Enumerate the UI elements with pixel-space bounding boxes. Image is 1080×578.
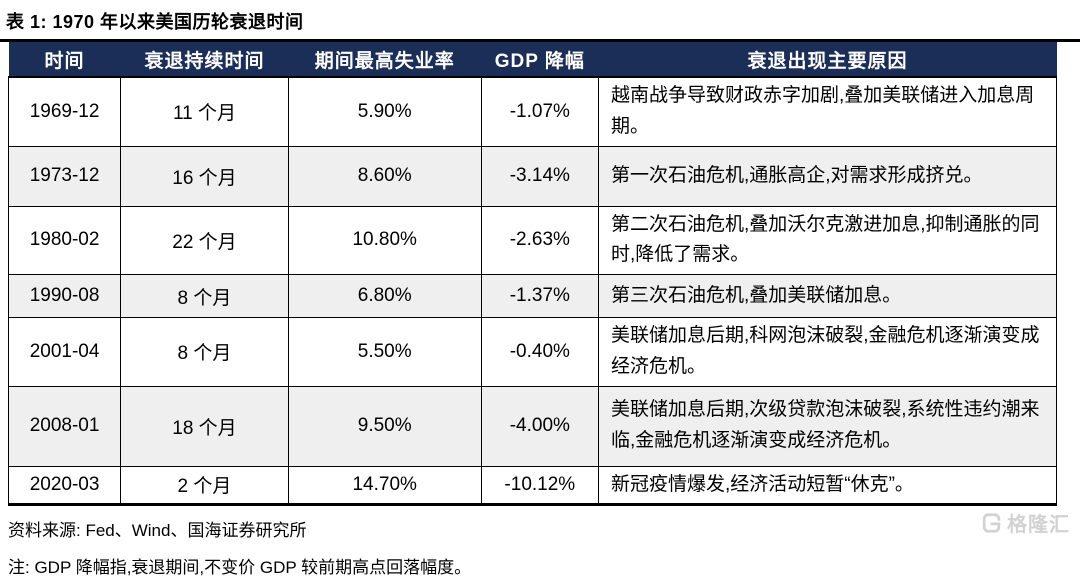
cell-gdp: -4.00% [480,385,600,467]
table-row: 1973-12 16 个月 8.60% -3.14% 第一次石油危机,通胀高企,… [7,145,1057,207]
cell-reason: 美联储加息后期,次级贷款泡沫破裂,系统性违约潮来临,金融危机逐渐演变成经济危机。 [598,385,1057,467]
cell-unemployment: 5.90% [287,76,482,147]
cell-time: 2020-03 [7,465,122,507]
cell-time: 1973-12 [7,145,122,207]
cell-time: 2001-04 [7,317,122,387]
table-row: 2008-01 18 个月 9.50% -4.00% 美联储加息后期,次级贷款泡… [7,385,1057,467]
cell-time: 1969-12 [7,76,122,147]
table-title: 表 1: 1970 年以来美国历轮衰退时间 [6,12,304,32]
cell-gdp: -2.63% [480,205,600,276]
column-header-gdp: GDP 降幅 [481,42,599,78]
cell-unemployment: 9.50% [287,385,482,467]
cell-time: 1980-02 [7,205,122,276]
column-header-time: 时间 [8,42,121,78]
cell-gdp: -10.12% [480,465,600,507]
cell-duration: 16 个月 [120,145,289,207]
gelonghui-logo-icon [981,512,1003,534]
cell-gdp: -1.37% [480,274,600,319]
cell-unemployment: 6.80% [287,274,482,319]
cell-duration: 11 个月 [120,76,289,147]
recession-table: 时间 衰退持续时间 期间最高失业率 GDP 降幅 衰退出现主要原因 1969-1… [7,42,1057,507]
brand-watermark: 格隆汇 [981,508,1070,537]
column-header-duration: 衰退持续时间 [120,42,289,78]
cell-duration: 18 个月 [120,385,289,467]
table-title-bar: 表 1: 1970 年以来美国历轮衰退时间 [0,0,1080,42]
column-header-unemployment: 期间最高失业率 [288,42,482,78]
footnote: 注: GDP 降幅指,衰退期间,不变价 GDP 较前期高点回落幅度。 [8,558,472,578]
cell-time: 1990-08 [7,274,122,319]
cell-reason: 新冠疫情爆发,经济活动短暂“休克”。 [598,465,1057,507]
source-note: 资料来源: Fed、Wind、国海证券研究所 [8,521,307,541]
cell-duration: 22 个月 [120,205,289,276]
cell-unemployment: 14.70% [287,465,482,507]
table-row: 2001-04 8 个月 5.50% -0.40% 美联储加息后期,科网泡沫破裂… [7,317,1057,387]
cell-gdp: -1.07% [480,76,600,147]
cell-gdp: -3.14% [480,145,600,207]
cell-reason: 美联储加息后期,科网泡沫破裂,金融危机逐渐演变成经济危机。 [598,317,1057,387]
table-row: 2020-03 2 个月 14.70% -10.12% 新冠疫情爆发,经济活动短… [7,465,1057,507]
cell-duration: 8 个月 [120,274,289,319]
cell-time: 2008-01 [7,385,122,467]
cell-duration: 8 个月 [120,317,289,387]
cell-unemployment: 5.50% [287,317,482,387]
table-row: 1990-08 8 个月 6.80% -1.37% 第三次石油危机,叠加美联储加… [7,274,1057,319]
cell-reason: 越南战争导致财政赤字加剧,叠加美联储进入加息周期。 [598,76,1057,147]
column-header-reason: 衰退出现主要原因 [598,42,1057,78]
brand-watermark-text: 格隆汇 [1007,514,1070,536]
cell-reason: 第三次石油危机,叠加美联储加息。 [598,274,1057,319]
cell-gdp: -0.40% [480,317,600,387]
cell-reason: 第一次石油危机,通胀高企,对需求形成挤兑。 [598,145,1057,207]
table-row: 1969-12 11 个月 5.90% -1.07% 越南战争导致财政赤字加剧,… [7,76,1057,147]
cell-reason: 第二次石油危机,叠加沃尔克激进加息,抑制通胀的同时,降低了需求。 [598,205,1057,276]
table-row: 1980-02 22 个月 10.80% -2.63% 第二次石油危机,叠加沃尔… [7,205,1057,276]
cell-unemployment: 8.60% [287,145,482,207]
table-header-row: 时间 衰退持续时间 期间最高失业率 GDP 降幅 衰退出现主要原因 [8,42,1057,78]
cell-unemployment: 10.80% [287,205,482,276]
cell-duration: 2 个月 [120,465,289,507]
